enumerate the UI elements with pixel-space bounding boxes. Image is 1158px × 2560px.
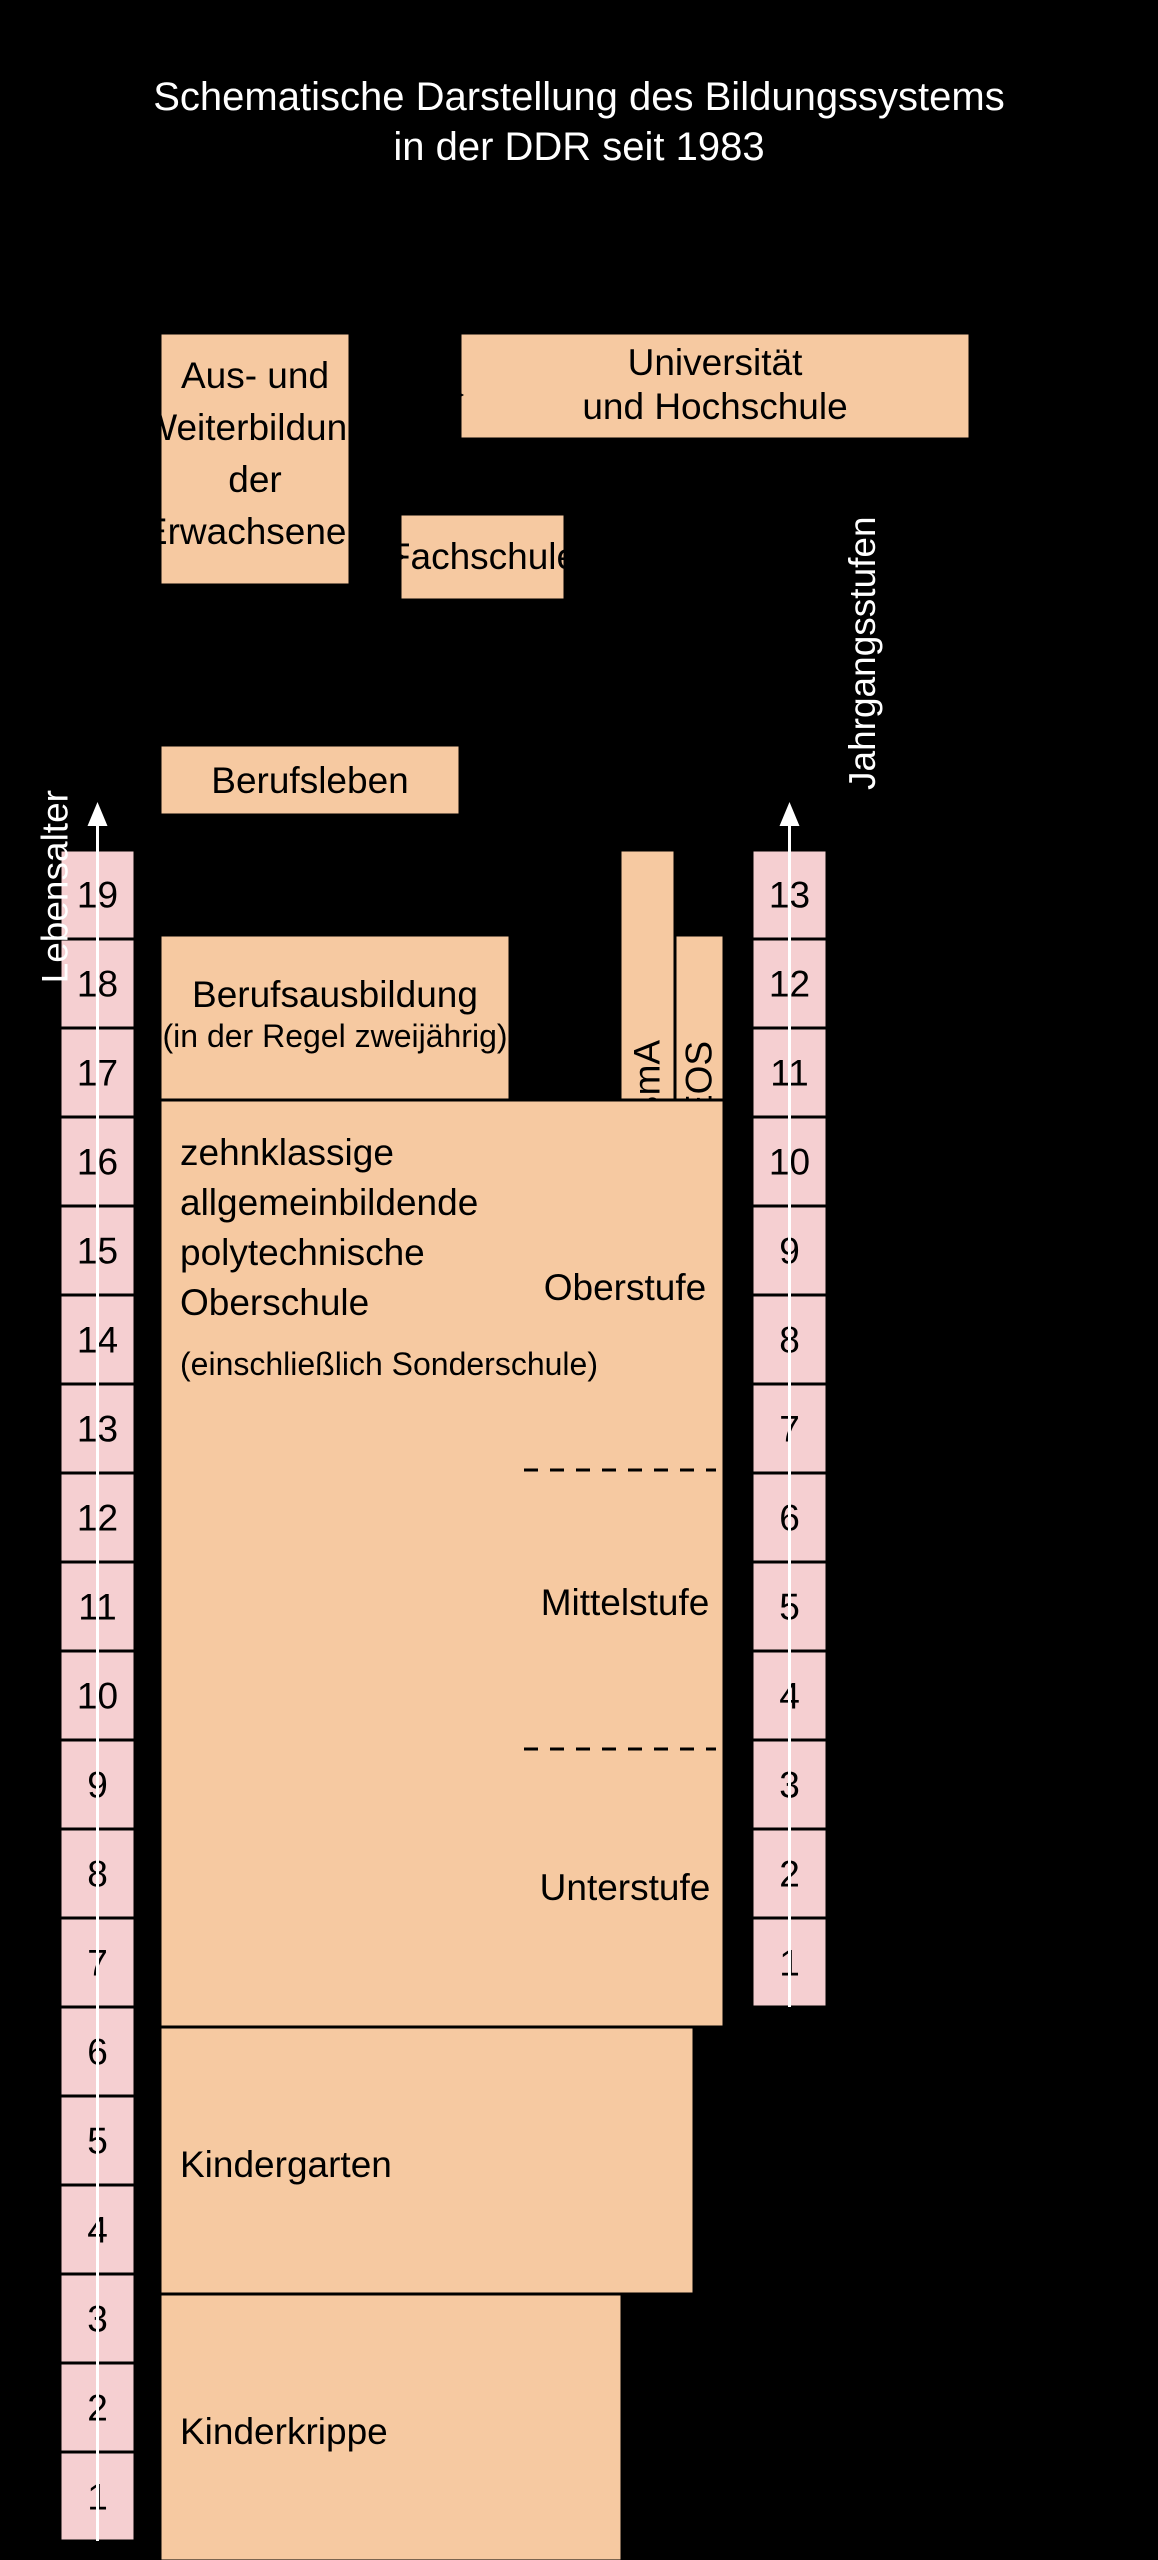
pos-s3: Unterstufe bbox=[540, 1867, 711, 1908]
grade-arrowhead bbox=[780, 802, 800, 826]
pos-l3: polytechnische bbox=[180, 1232, 425, 1273]
uni-l1: Universität bbox=[628, 342, 803, 383]
pos-l1: zehnklassige bbox=[180, 1132, 394, 1173]
ausb-l1: Berufsausbildung bbox=[192, 974, 478, 1015]
pos-l4: Oberschule bbox=[180, 1282, 369, 1323]
age-label: Lebensalter bbox=[35, 790, 76, 983]
arrow bbox=[307, 861, 323, 875]
arrow bbox=[470, 476, 486, 490]
pos-l5: (einschließlich Sonderschule) bbox=[180, 1346, 598, 1382]
ausb-l2: (in der Regel zweijährig) bbox=[162, 1018, 507, 1054]
fach-l: Fachschule bbox=[388, 536, 577, 577]
arrow bbox=[520, 456, 536, 470]
pos-s2: Mittelstufe bbox=[541, 1582, 710, 1623]
aus-l2: Weiterbildung bbox=[142, 407, 368, 448]
uni-l2: und Hochschule bbox=[582, 386, 847, 427]
title: Schematische Darstellung des Bildungssys… bbox=[153, 75, 1005, 119]
aus-l4: Erwachsenen bbox=[143, 511, 367, 552]
arrow bbox=[243, 616, 259, 630]
subtitle: in der DDR seit 1983 bbox=[393, 125, 764, 169]
pos-s1: Oberstufe bbox=[544, 1267, 706, 1308]
pos-l2: allgemeinbildende bbox=[180, 1182, 478, 1223]
krippe-l: Kinderkrippe bbox=[180, 2411, 388, 2452]
kiga-l: Kindergarten bbox=[180, 2144, 392, 2185]
beruf-l: Berufsleben bbox=[211, 760, 408, 801]
arrow bbox=[420, 476, 436, 490]
age-arrowhead bbox=[88, 802, 108, 826]
aus-l1: Aus- und bbox=[181, 355, 329, 396]
grade-label: Jahrgangsstufen bbox=[842, 516, 883, 790]
arrow bbox=[351, 387, 365, 403]
arrow bbox=[692, 456, 708, 470]
aus-l3: der bbox=[228, 459, 281, 500]
